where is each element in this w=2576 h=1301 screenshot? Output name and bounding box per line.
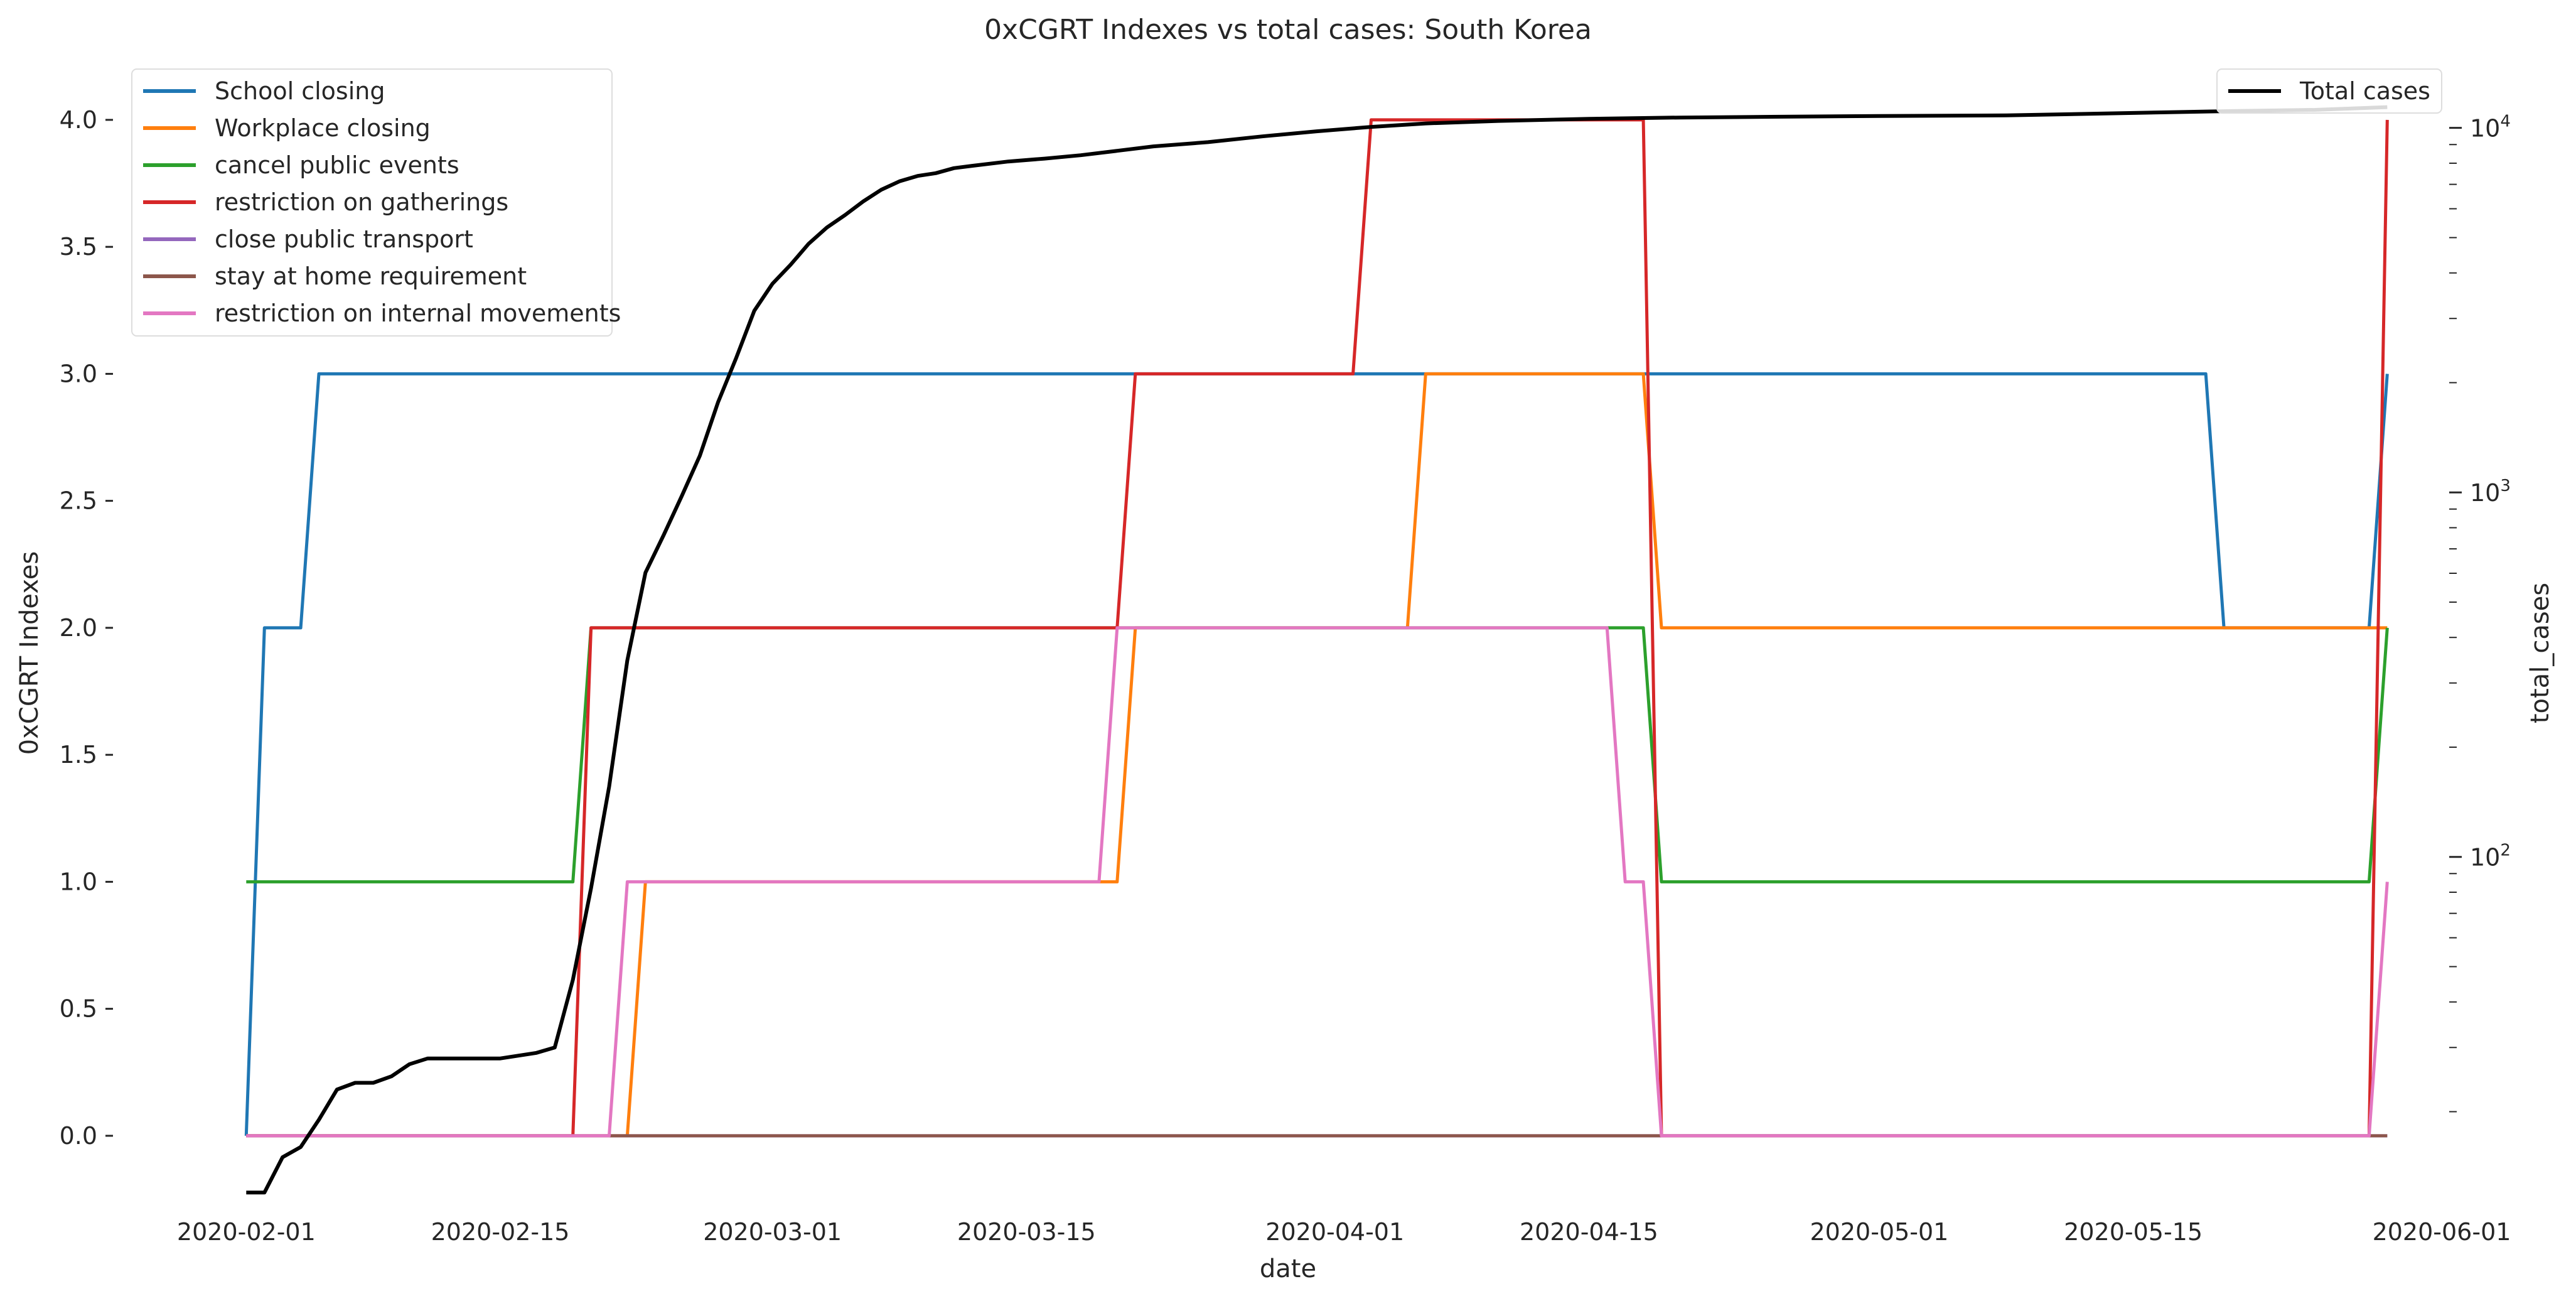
x-tick-label: 2020-03-01 bbox=[703, 1218, 842, 1246]
series-line-workplace-closing bbox=[246, 372, 2388, 1138]
y2-axis-ticks: 102 103 104 bbox=[2449, 112, 2511, 1113]
y-tick-label: 1.0 bbox=[60, 868, 97, 895]
y-axis-label: 0xCGRT Indexes bbox=[15, 551, 44, 755]
x-tick-label: 2020-02-15 bbox=[431, 1218, 570, 1246]
series-line-restriction-on-internal-movements bbox=[246, 626, 2389, 1138]
y-tick-label: 3.0 bbox=[60, 360, 97, 387]
chart-title: 0xCGRT Indexes vs total cases: South Kor… bbox=[984, 14, 1592, 46]
y-tick-label: 3.5 bbox=[60, 233, 97, 261]
y2-axis-label: total_cases bbox=[2526, 583, 2555, 723]
x-tick-label: 2020-05-01 bbox=[1810, 1218, 1948, 1246]
x-tick-label: 2020-04-15 bbox=[1520, 1218, 1658, 1246]
y2-tick-label: 104 bbox=[2470, 112, 2511, 143]
series-line-total-cases bbox=[246, 105, 2388, 1195]
legend-entry-school-closing: School closing bbox=[215, 77, 385, 105]
y2-tick-label: 103 bbox=[2470, 477, 2511, 507]
legend-entry-stay-at-home-requirement: stay at home requirement bbox=[215, 262, 527, 290]
legend-box bbox=[2216, 68, 2442, 114]
legend-entry-restriction-on-gatherings: restriction on gatherings bbox=[215, 188, 508, 216]
x-tick-label: 2020-03-15 bbox=[957, 1218, 1096, 1246]
y-tick-label: 1.5 bbox=[60, 741, 97, 769]
y-tick-label: 4.0 bbox=[60, 106, 97, 134]
legend-entry-total-cases: Total cases bbox=[2299, 77, 2430, 105]
y-tick-label: 0.0 bbox=[60, 1122, 97, 1150]
legend-entry-cancel-public-events: cancel public events bbox=[215, 151, 459, 179]
legend-indexes: School closing Workplace closing cancel pu… bbox=[131, 68, 621, 337]
series-line-cancel-public-events bbox=[246, 626, 2389, 883]
y-axis-ticks: 0.0 0.5 1.0 1.5 2.0 2.5 3.0 3.5 4.0 bbox=[60, 106, 113, 1150]
y-tick-label: 2.5 bbox=[60, 487, 97, 515]
y-tick-label: 0.5 bbox=[60, 995, 97, 1023]
x-tick-label: 2020-02-01 bbox=[177, 1218, 316, 1246]
series-lines bbox=[244, 105, 2389, 1195]
x-tick-label: 2020-04-01 bbox=[1265, 1218, 1404, 1246]
x-axis-label: date bbox=[1260, 1255, 1316, 1283]
legend-entry-restriction-on-internal-movements: restriction on internal movements bbox=[215, 300, 621, 327]
legend-entry-workplace-closing: Workplace closing bbox=[215, 114, 431, 142]
y-tick-label: 2.0 bbox=[60, 614, 97, 642]
x-tick-label: 2020-06-01 bbox=[2373, 1218, 2511, 1246]
legend-box bbox=[131, 68, 613, 337]
legend-entry-close-public-transport: close public transport bbox=[215, 225, 473, 253]
series-line-school-closing bbox=[244, 372, 2389, 1136]
legend-total-cases: Total cases bbox=[2216, 68, 2442, 114]
y2-tick-label: 102 bbox=[2470, 841, 2511, 872]
x-axis-ticks: 2020-02-01 2020-02-15 2020-03-01 2020-03-15… bbox=[177, 1218, 2511, 1246]
x-tick-label: 2020-05-15 bbox=[2064, 1218, 2203, 1246]
